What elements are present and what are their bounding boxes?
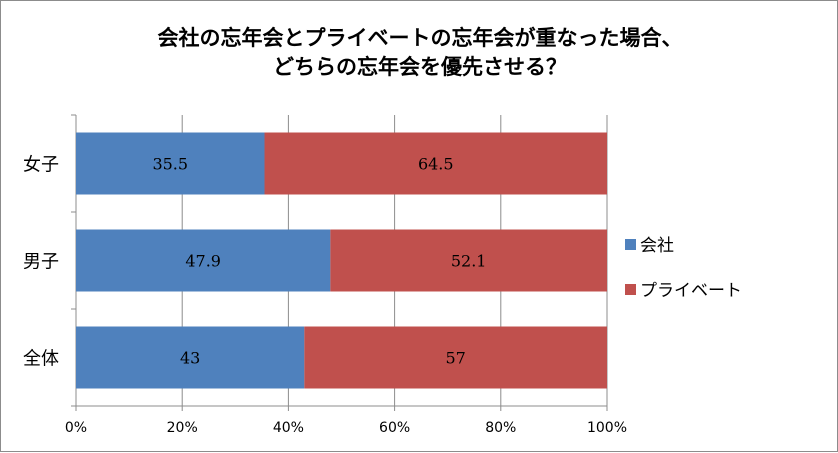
bar-1-1: [330, 229, 607, 292]
x-tick-label-2: 40%: [273, 420, 304, 436]
x-tick-labels: 0% 20% 40% 60% 80% 100%: [65, 420, 627, 436]
bar-1-2: [304, 326, 607, 389]
legend-swatch-1: [625, 284, 636, 295]
x-tick-label-5: 100%: [587, 420, 627, 436]
chart-title-line-2: どちらの忘年会を優先させる？: [273, 55, 567, 79]
chart-title-line-1: 会社の忘年会とプライベートの忘年会が重なった場合、: [158, 26, 683, 50]
x-tick-label-3: 60%: [379, 420, 410, 436]
bar-0-0: [76, 132, 265, 195]
x-tick-label-0: 0%: [65, 420, 87, 436]
bar-1-0: [264, 132, 607, 195]
category-label-0: 女子: [23, 155, 59, 176]
bar-0-2: [76, 326, 305, 389]
category-label-1: 男子: [23, 252, 59, 273]
data-label-0-2: 43: [180, 349, 200, 368]
bars: 35.5 64.5 47.9 52.1 43 57: [76, 132, 607, 389]
data-label-0-1: 47.9: [185, 252, 221, 271]
data-label-0-0: 35.5: [152, 155, 188, 174]
bar-0-1: [76, 229, 331, 292]
chart-title: 会社の忘年会とプライベートの忘年会が重なった場合、 どちらの忘年会を優先させる？: [158, 26, 683, 79]
category-label-2: 全体: [23, 349, 59, 370]
legend-label-1: プライベート: [640, 281, 742, 301]
x-tick-label-4: 80%: [485, 420, 516, 436]
data-label-1-1: 52.1: [451, 252, 487, 271]
data-label-1-2: 57: [445, 349, 465, 368]
legend-swatch-0: [625, 239, 636, 250]
legend-label-0: 会社: [640, 236, 674, 256]
data-label-1-0: 64.5: [418, 155, 454, 174]
x-tick-label-1: 20%: [167, 420, 198, 436]
